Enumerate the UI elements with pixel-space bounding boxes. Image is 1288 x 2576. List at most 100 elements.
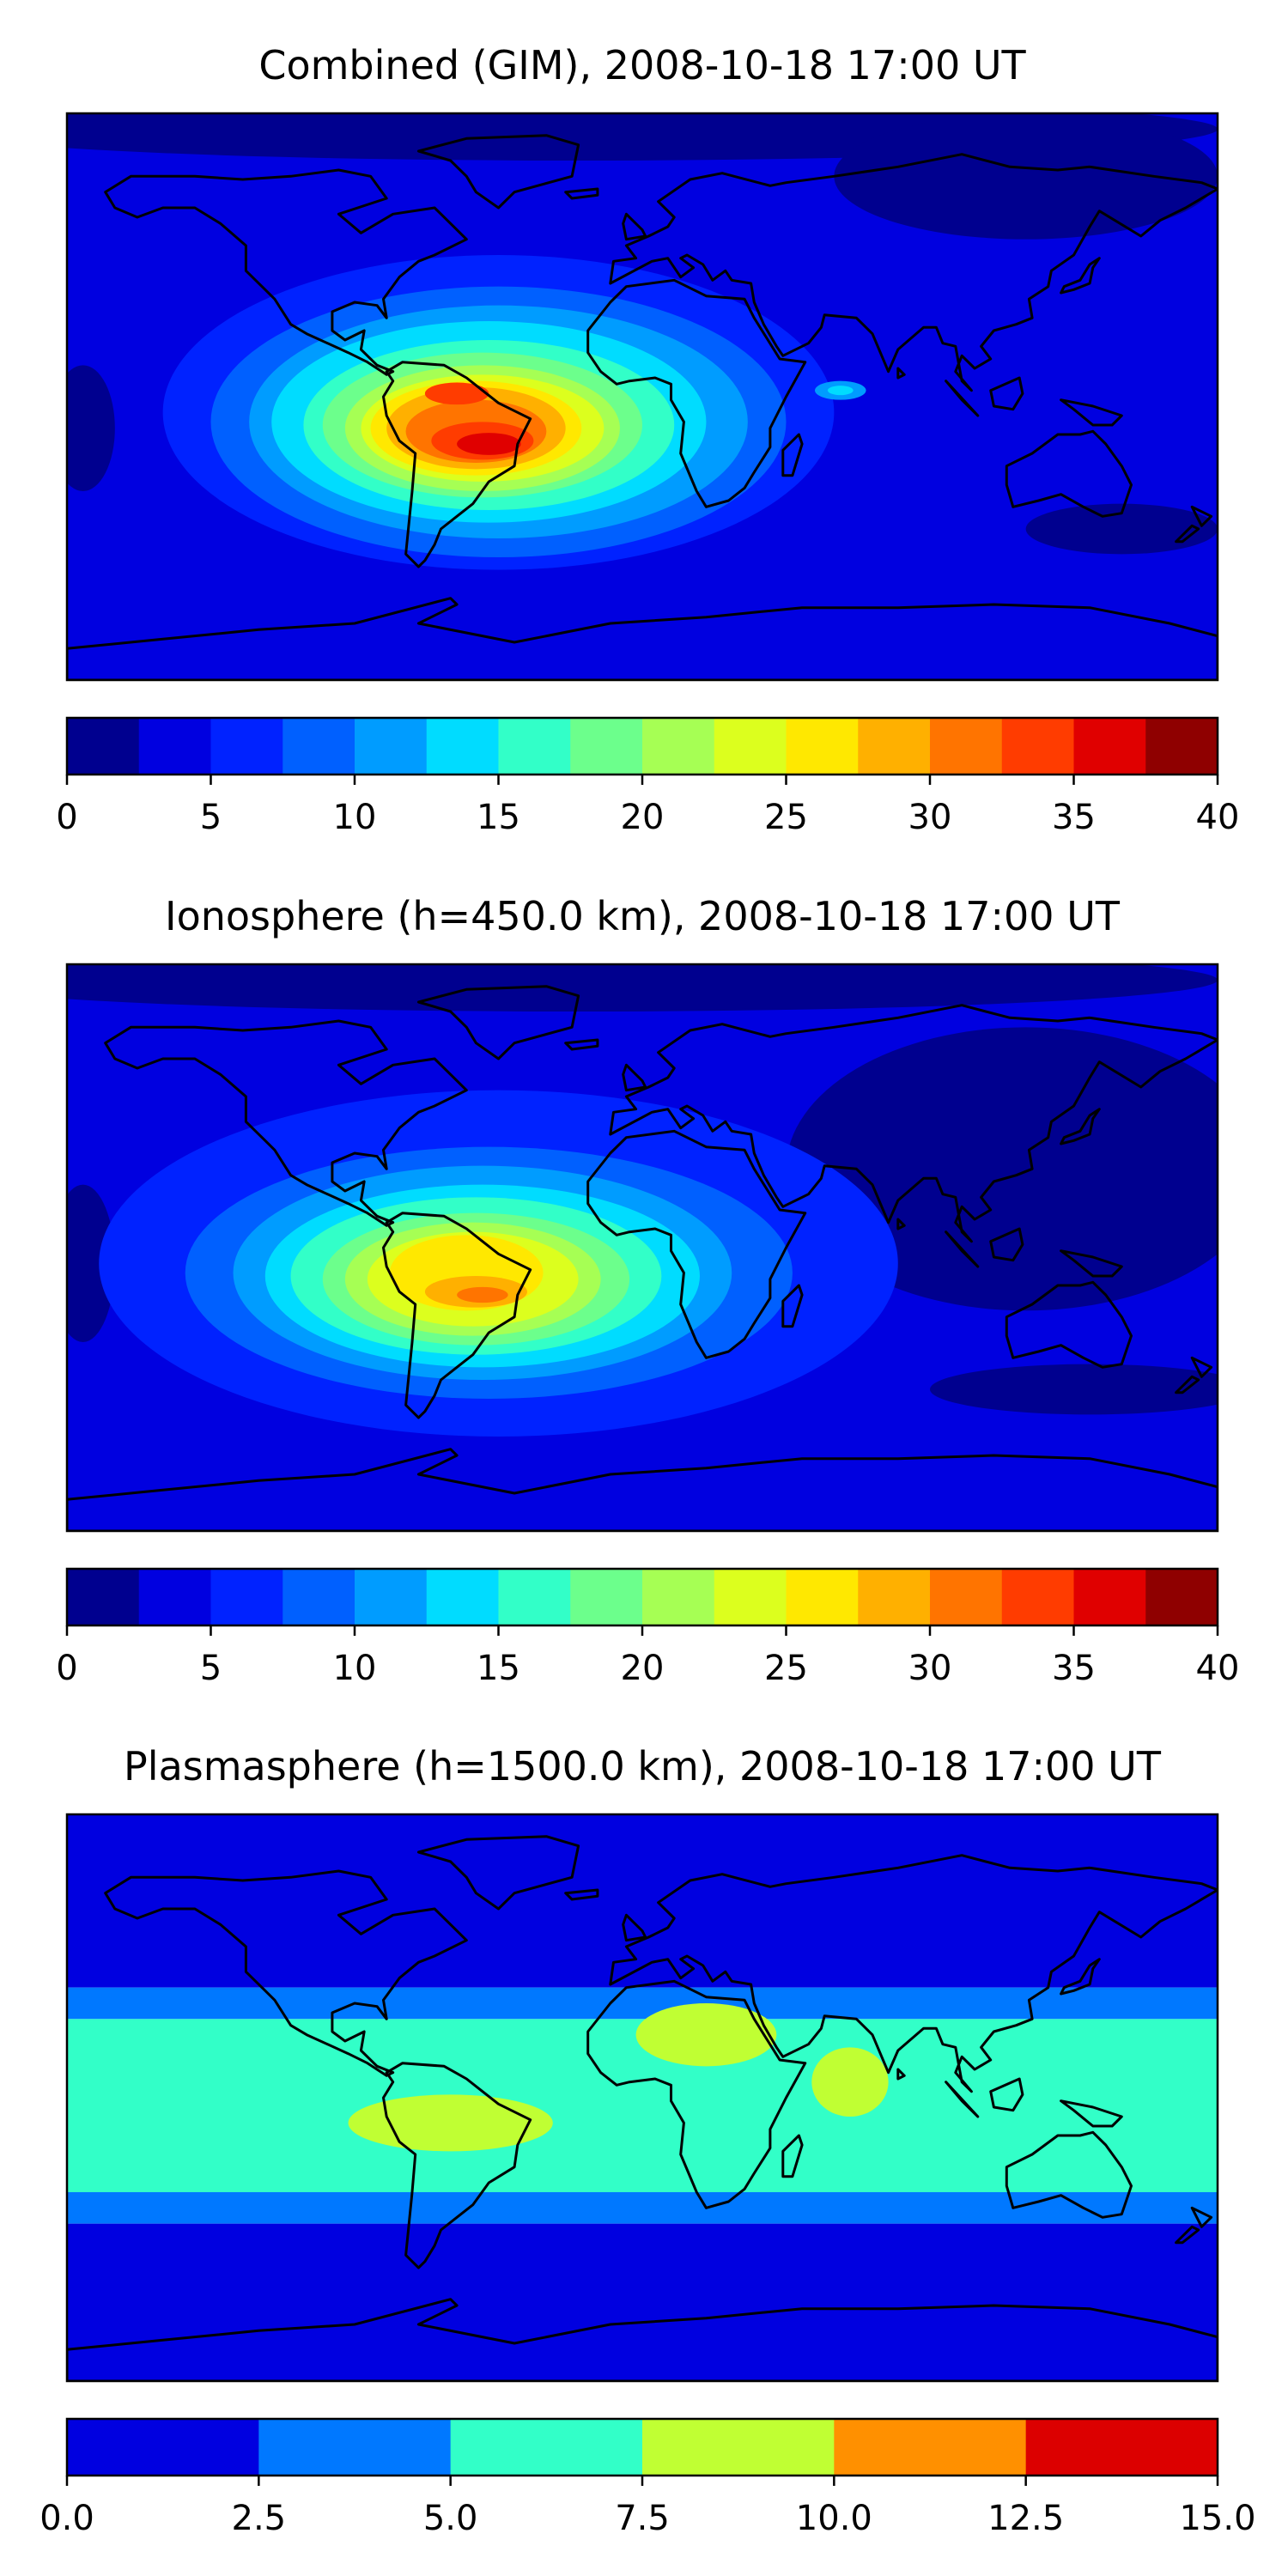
coastline-2 <box>382 2062 532 2269</box>
coastline-12 <box>1060 398 1123 427</box>
colorbar-segment <box>426 718 499 775</box>
colorbar-tick-label: 0 <box>56 798 77 837</box>
colorbar-segment <box>858 1569 931 1625</box>
coastline-13 <box>1190 1356 1213 1378</box>
colorbar-segment <box>1073 1569 1146 1625</box>
colorbar-segment <box>498 718 571 775</box>
colorbar-segment <box>450 2419 643 2476</box>
coastline-3 <box>586 278 807 508</box>
contour-level-35 <box>457 433 521 455</box>
coastline-4 <box>609 153 1218 392</box>
colorbar-tick-label: 35 <box>1052 798 1096 837</box>
coastline-7 <box>622 1063 647 1092</box>
colorbar-tick-label: 25 <box>764 1649 808 1688</box>
colorbar-tick-label: 15 <box>477 1649 520 1688</box>
coastline-1 <box>416 985 580 1060</box>
contour-level-7.5 <box>811 2047 889 2117</box>
colorbar-tick-label: 10 <box>333 798 377 837</box>
contour-minimum-1 <box>67 964 1218 1012</box>
coastline-15 <box>564 1888 599 1901</box>
contour-minimum-3 <box>930 1364 1218 1415</box>
colorbar-tick-label: 10 <box>333 1649 377 1688</box>
colorbar-tick-label: 30 <box>908 1649 952 1688</box>
colorbar-segment <box>1001 718 1074 775</box>
coastline-14 <box>1175 524 1200 544</box>
colorbar-segment <box>210 1569 283 1625</box>
contour-map <box>67 113 1218 680</box>
contour-level-32.5 <box>424 382 489 405</box>
contour-band-base-1 <box>67 1987 1218 2020</box>
coastline-9 <box>781 1284 804 1328</box>
coastline-7 <box>622 212 647 241</box>
contour-band-base-0 <box>67 1814 1218 1988</box>
colorbar-segment <box>570 1569 643 1625</box>
colorbar: 0.0 2.5 5.0 7.5 10.0 12.5 15.0 <box>39 2417 1256 2538</box>
coastline-9 <box>781 433 804 477</box>
coastline-0 <box>104 1019 468 1227</box>
colorbar-tick-label: 35 <box>1052 1649 1096 1688</box>
contour-level-7.5 <box>635 2003 777 2067</box>
colorbar: 0 5 10 15 20 25 30 35 40 <box>56 1567 1239 1688</box>
colorbar-segment <box>210 718 283 775</box>
colorbar-tick-label: 30 <box>908 798 952 837</box>
chart-panel-1: Combined (GIM), 2008-10-18 17:00 UT 0 5 10 1… <box>56 42 1239 837</box>
coastline-4 <box>609 1854 1218 2093</box>
coastline-13 <box>1190 505 1213 527</box>
chart-panel-3: Plasmasphere (h=1500.0 km), 2008-10-18 1… <box>39 1743 1255 2538</box>
coastline-15 <box>564 1038 599 1051</box>
colorbar-segment <box>67 2419 259 2476</box>
colorbar-tick-label: 15 <box>477 798 520 837</box>
coastline-7 <box>622 1913 647 1942</box>
coastline-12 <box>1060 2099 1123 2128</box>
colorbar-segment <box>138 718 211 775</box>
contour-map <box>67 964 1218 1531</box>
colorbar-tick-label: 5 <box>200 1649 222 1688</box>
colorbar-segment <box>570 718 643 775</box>
contour-level-30 <box>457 1286 508 1303</box>
coastline-8 <box>1060 1108 1101 1145</box>
chart-title: Combined (GIM), 2008-10-18 17:00 UT <box>258 42 1026 88</box>
colorbar-segment <box>930 1569 1003 1625</box>
coastline-3 <box>586 1979 807 2209</box>
colorbar-segment <box>642 718 715 775</box>
coastline-8 <box>1060 257 1101 295</box>
colorbar-tick-label: 12.5 <box>987 2499 1064 2538</box>
colorbar-tick-label: 0.0 <box>39 2499 94 2538</box>
colorbar-segment <box>138 1569 211 1625</box>
colorbar-segment <box>1073 718 1146 775</box>
coastline-12 <box>1060 1249 1123 1278</box>
coastline-5 <box>1005 2130 1133 2219</box>
coastline-4 <box>609 1004 1218 1243</box>
colorbar-tick-label: 25 <box>764 798 808 837</box>
contour-map <box>67 1814 1218 2381</box>
coastline-16 <box>896 2068 906 2081</box>
coastline-10 <box>945 380 980 417</box>
coastline-1 <box>416 1835 580 1911</box>
colorbar-segment <box>1145 718 1218 775</box>
contour-level-7.5 <box>348 2094 553 2152</box>
chart-title: Ionosphere (h=450.0 km), 2008-10-18 17:0… <box>165 893 1121 939</box>
map-frame <box>65 1813 1219 2383</box>
colorbar-tick-label: 20 <box>621 1649 665 1688</box>
colorbar-segment <box>283 1569 355 1625</box>
colorbar-tick-label: 2.5 <box>232 2499 287 2538</box>
contour-minimum-2 <box>67 1184 115 1342</box>
colorbar-segment <box>67 718 140 775</box>
colorbar-tick-label: 0 <box>56 1649 77 1688</box>
contour-minimum-3 <box>834 113 1218 240</box>
colorbar-segment <box>498 1569 571 1625</box>
colorbar-segment <box>858 718 931 775</box>
colorbar-segment <box>355 1569 428 1625</box>
colorbar-tick-label: 10.0 <box>796 2499 872 2538</box>
colorbar-segment <box>642 1569 715 1625</box>
colorbar-tick-label: 20 <box>621 798 665 837</box>
colorbar-segment <box>1025 2419 1218 2476</box>
colorbar-tick-label: 7.5 <box>615 2499 670 2538</box>
coastline-2 <box>382 361 532 568</box>
colorbar-segment <box>258 2419 452 2476</box>
coastline-11 <box>989 1227 1024 1262</box>
coastline-11 <box>989 2077 1024 2112</box>
colorbar-segment <box>714 718 787 775</box>
coastline-15 <box>564 187 599 200</box>
